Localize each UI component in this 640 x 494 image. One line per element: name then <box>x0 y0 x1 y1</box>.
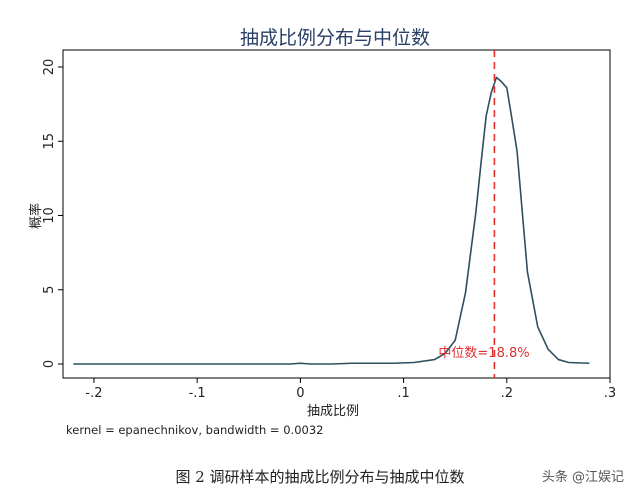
x-axis-label: 抽成比例 <box>307 404 359 419</box>
density-line <box>73 76 590 365</box>
median-label: 中位数=18.8% <box>438 346 529 361</box>
y-axis-label: 概率 <box>28 203 44 229</box>
x-tick-label: -.2 <box>85 386 102 401</box>
watermark: 头条 @江娱记 <box>541 470 624 485</box>
x-tick-label: 0 <box>296 386 304 401</box>
plot-frame <box>62 49 611 379</box>
y-tick-label: 15 <box>42 133 57 150</box>
x-tick-label: -.1 <box>189 386 206 401</box>
kernel-note: kernel = epanechnikov, bandwidth = 0.003… <box>66 423 323 437</box>
y-tick-label: 5 <box>42 286 57 294</box>
y-tick-label: 0 <box>42 360 57 368</box>
plot-area: 中位数=18.8% <box>73 50 590 378</box>
axes: 0 5 10 15 20 -.2 -.1 0 .1 .2 .3 <box>42 49 616 401</box>
x-tick-label: .2 <box>501 386 513 401</box>
x-tick-label: .1 <box>397 386 409 401</box>
figure-caption: 图 2 调研样本的抽成比例分布与抽成中位数 <box>175 468 465 486</box>
x-tick-label: .3 <box>604 386 616 401</box>
chart-title: 抽成比例分布与中位数 <box>240 27 430 49</box>
density-chart: 抽成比例分布与中位数 概率 抽成比例 kernel = epanechnikov… <box>28 27 616 437</box>
y-tick-label: 10 <box>42 207 57 224</box>
y-tick-label: 20 <box>42 59 57 76</box>
